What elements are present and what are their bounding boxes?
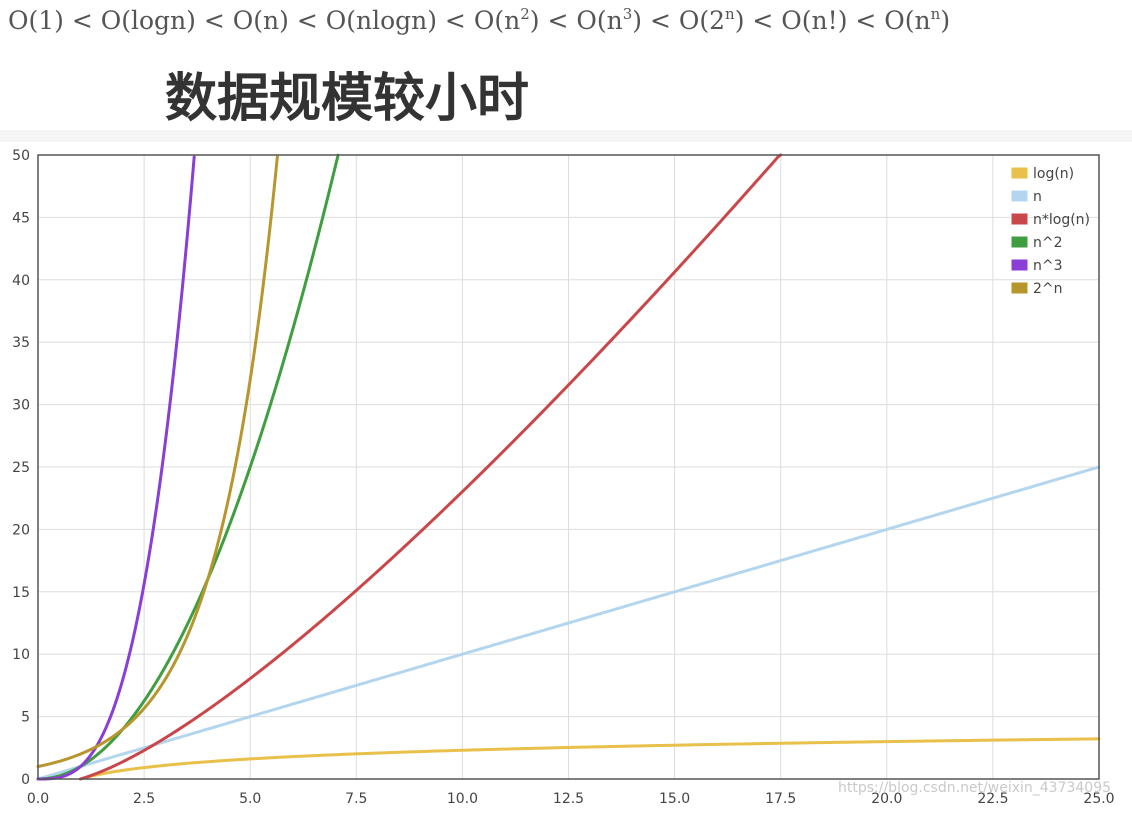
formula-separator: <	[63, 6, 101, 35]
series-line-n^3	[36, 155, 196, 781]
legend-label: n^2	[1033, 235, 1063, 251]
y-tick-label: 0	[21, 772, 30, 788]
series-line-n^2	[36, 153, 340, 781]
legend-label: n	[1033, 189, 1042, 205]
formula-exponent: 3	[622, 5, 633, 23]
page-heading: 数据规模较小时	[165, 69, 530, 129]
formula-separator: <	[436, 6, 474, 35]
y-tick-label: 40	[12, 273, 30, 289]
y-tick-label: 15	[12, 585, 30, 601]
formula-term: O(logn)	[100, 6, 196, 35]
formula-separator: <	[288, 6, 326, 35]
legend-swatch	[1010, 235, 1029, 249]
x-tick-label: 0.0	[27, 791, 49, 807]
x-tick-label: 15.0	[659, 791, 690, 807]
formula-exponent: n	[930, 5, 941, 23]
formula-term: O(nlogn)	[325, 6, 437, 35]
chart-legend: log(n) n n*log(n) n^2 n^3 2^n	[1010, 166, 1090, 297]
formula-term: O(n)	[232, 6, 289, 35]
y-tick-label: 35	[12, 335, 30, 351]
y-tick-label: 20	[12, 522, 30, 538]
tick-labels: 0.0 2.5 5.0 7.5 10.0 12.5 15.0 17.5 20.0 22.5 25.0…	[12, 148, 1114, 807]
x-tick-label: 20.0	[871, 791, 902, 807]
y-tick-label: 45	[12, 210, 30, 226]
formula-term: O(n2)	[473, 5, 540, 35]
x-tick-label: 25.0	[1083, 791, 1114, 807]
x-tick-label: 22.5	[977, 791, 1008, 807]
formula-term: O(2n)	[678, 5, 745, 35]
legend-label: n*log(n)	[1033, 212, 1090, 228]
y-tick-label: 25	[12, 460, 30, 476]
legend-swatch	[1010, 166, 1029, 180]
legend-label: 2^n	[1033, 281, 1063, 297]
formula-exponent: 2	[520, 5, 530, 23]
series-line-n*log(n)	[78, 153, 783, 781]
formula-separator: <	[847, 6, 885, 35]
divider-band	[0, 130, 1132, 142]
series-line-2^n	[36, 155, 279, 769]
legend-label: log(n)	[1033, 166, 1074, 182]
y-tick-label: 10	[12, 647, 30, 663]
plot-border	[37, 154, 1100, 780]
watermark: https://blog.csdn.net/weixin_43734095	[838, 780, 1112, 796]
x-tick-label: 17.5	[765, 791, 796, 807]
legend-label: n^3	[1033, 258, 1063, 274]
formula-term: O(n3)	[576, 5, 643, 35]
x-tick-label: 2.5	[133, 791, 155, 807]
formula-separator: <	[642, 6, 679, 35]
x-tick-label: 5.0	[239, 791, 261, 807]
y-tick-label: 5	[21, 710, 30, 726]
complexity-order-formula: O(1) < O(logn) < O(n) < O(nlogn) < O(n2)…	[8, 6, 950, 35]
formula-term: O(n!)	[781, 6, 848, 35]
y-tick-label: 30	[12, 398, 30, 414]
formula-separator: <	[195, 6, 233, 35]
x-tick-label: 12.5	[553, 791, 584, 807]
legend-swatch	[1010, 258, 1029, 272]
formula-exponent: n	[725, 5, 735, 23]
legend-swatch	[1010, 281, 1029, 295]
x-tick-label: 7.5	[345, 791, 367, 807]
legend-swatch	[1010, 189, 1029, 203]
formula-separator: <	[539, 6, 577, 35]
series-line-n	[36, 465, 1101, 781]
formula-term: O(1)	[8, 6, 64, 35]
y-tick-label: 50	[12, 148, 30, 164]
series-line-log(n)	[78, 737, 1101, 781]
legend-swatch	[1010, 212, 1029, 226]
x-tick-label: 10.0	[447, 791, 478, 807]
series-lines	[36, 153, 1101, 781]
formula-term: O(nn)	[884, 5, 951, 35]
formula-separator: <	[744, 6, 782, 35]
